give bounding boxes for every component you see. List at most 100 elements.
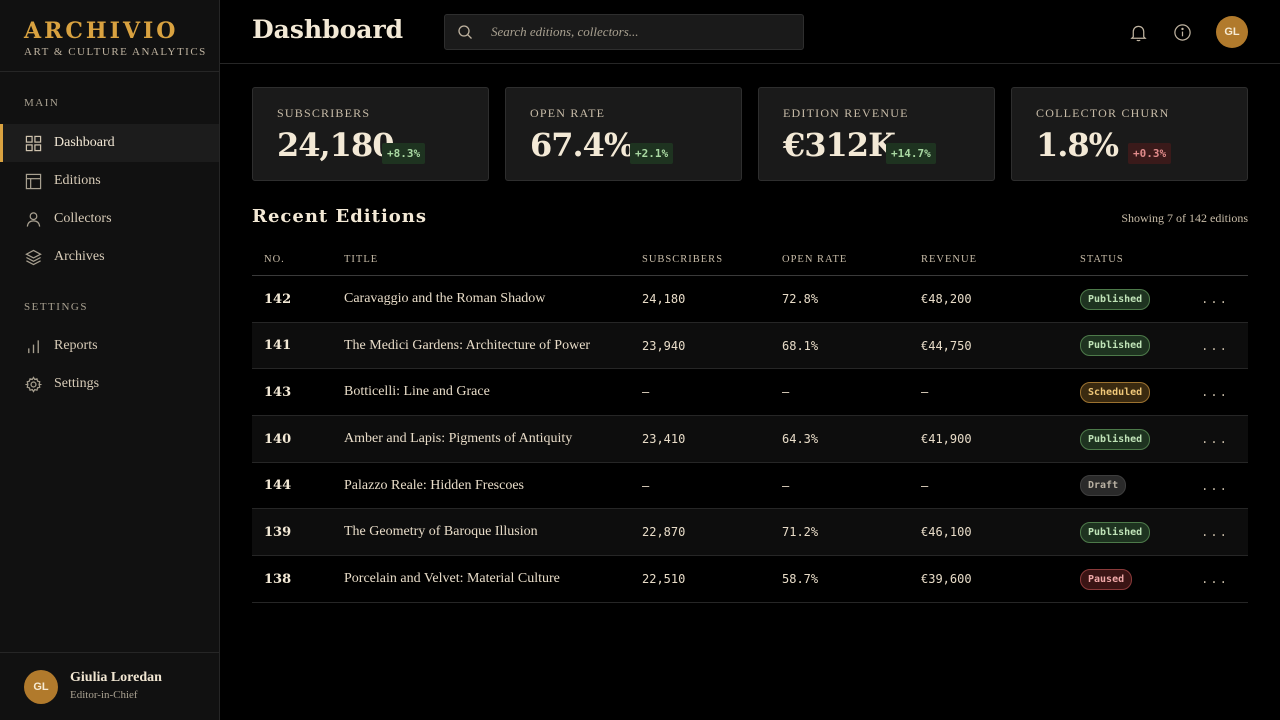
search-bar[interactable] xyxy=(444,14,804,50)
status-badge: Draft xyxy=(1080,475,1127,497)
status-cell: Published xyxy=(1080,323,1151,369)
avatar[interactable]: GL xyxy=(24,670,58,704)
search-input[interactable] xyxy=(491,15,791,49)
edition-title[interactable]: Porcelain and Velvet: Material Culture xyxy=(344,571,560,587)
sidebar-item-collectors[interactable]: Collectors xyxy=(0,200,219,238)
column-header-subscribers[interactable]: SUBSCRIBERS xyxy=(642,254,724,265)
table-row[interactable]: 140 Amber and Lapis: Pigments of Antiqui… xyxy=(252,416,1248,463)
status-cell: Draft xyxy=(1080,463,1127,509)
status-cell: Scheduled xyxy=(1080,369,1151,415)
layers-icon xyxy=(24,248,42,266)
more-options-icon[interactable]: ... xyxy=(1201,338,1229,353)
status-badge: Paused xyxy=(1080,568,1133,590)
table-row[interactable]: 144 Palazzo Reale: Hidden Frescoes — — —… xyxy=(252,463,1248,510)
column-header-open-rate[interactable]: OPEN RATE xyxy=(782,254,848,265)
kpi-card-open-rate: OPEN RATE 67.4% +2.1% xyxy=(505,87,742,181)
status-badge: Scheduled xyxy=(1080,381,1151,403)
more-options-icon[interactable]: ... xyxy=(1201,525,1229,540)
table-row[interactable]: 141 The Medici Gardens: Architecture of … xyxy=(252,322,1248,370)
edition-open-rate: 64.3% xyxy=(782,432,819,447)
edition-subscribers: 23,410 xyxy=(642,432,686,447)
status-badge: Published xyxy=(1080,428,1151,450)
table-row[interactable]: 143 Botticelli: Line and Grace — — — Sch… xyxy=(252,369,1248,417)
user-icon xyxy=(24,210,42,228)
user-name: Giulia Loredan xyxy=(70,670,162,685)
edition-subscribers: 24,180 xyxy=(642,292,686,306)
kpi-label: COLLECTOR CHURN xyxy=(1036,106,1170,120)
edition-title[interactable]: The Medici Gardens: Architecture of Powe… xyxy=(344,337,591,353)
status-badge: Published xyxy=(1080,335,1151,357)
edition-title[interactable]: Amber and Lapis: Pigments of Antiquity xyxy=(344,431,573,447)
sidebar-item-label: Editions xyxy=(54,173,101,188)
gear-icon xyxy=(24,375,42,393)
edition-subscribers: 22,510 xyxy=(642,572,686,587)
sidebar: ARCHIVIO ART & CULTURE ANALYTICS MAIN Da… xyxy=(0,0,220,720)
column-header-revenue[interactable]: REVENUE xyxy=(921,254,977,265)
results-count: Showing 7 of 142 editions xyxy=(1121,211,1248,225)
edition-number: 143 xyxy=(264,384,292,400)
edition-title[interactable]: The Geometry of Baroque Illusion xyxy=(344,524,538,540)
kpi-value: €312K xyxy=(783,126,896,164)
edition-revenue: — xyxy=(921,478,929,493)
brand[interactable]: ARCHIVIO ART & CULTURE ANALYTICS xyxy=(24,18,207,58)
kpi-delta: +8.3% xyxy=(382,143,426,164)
column-header-no[interactable]: NO. xyxy=(264,254,285,265)
status-badge: Published xyxy=(1080,521,1151,543)
sidebar-item-label: Reports xyxy=(54,338,98,353)
divider xyxy=(0,652,220,653)
sidebar-item-dashboard[interactable]: Dashboard xyxy=(0,124,219,162)
table-row[interactable]: 142 Caravaggio and the Roman Shadow 24,1… xyxy=(252,276,1248,323)
sidebar-item-label: Settings xyxy=(54,376,100,391)
grid-icon xyxy=(24,134,42,152)
edition-number: 139 xyxy=(264,524,292,540)
edition-revenue: €46,100 xyxy=(921,525,972,540)
more-options-icon[interactable]: ... xyxy=(1201,292,1229,306)
status-cell: Published xyxy=(1080,416,1151,462)
status-badge: Published xyxy=(1080,288,1151,310)
editions-table: NO. TITLE SUBSCRIBERS OPEN RATE REVENUE … xyxy=(252,248,1248,603)
kpi-value: 24,180 xyxy=(277,126,394,164)
column-header-status[interactable]: STATUS xyxy=(1080,254,1124,265)
edition-open-rate: 68.1% xyxy=(782,338,819,353)
header: Dashboard GL xyxy=(220,0,1280,64)
status-cell: Published xyxy=(1080,509,1151,555)
table-row[interactable]: 138 Porcelain and Velvet: Material Cultu… xyxy=(252,556,1248,603)
edition-number: 138 xyxy=(264,571,292,587)
page-title: Dashboard xyxy=(252,15,404,44)
edition-revenue: €44,750 xyxy=(921,338,972,353)
edition-open-rate: 58.7% xyxy=(782,572,819,587)
table-header: NO. TITLE SUBSCRIBERS OPEN RATE REVENUE … xyxy=(252,248,1248,276)
column-header-title[interactable]: TITLE xyxy=(344,254,379,265)
kpi-label: OPEN RATE xyxy=(530,106,606,120)
status-cell: Published xyxy=(1080,276,1151,322)
layout-icon xyxy=(24,172,42,190)
kpi-card-subscribers: SUBSCRIBERS 24,180 +8.3% xyxy=(252,87,489,181)
sidebar-item-label: Archives xyxy=(54,249,105,264)
sidebar-item-editions[interactable]: Editions xyxy=(0,162,219,200)
sidebar-item-settings[interactable]: Settings xyxy=(0,365,219,403)
bell-icon[interactable] xyxy=(1127,21,1149,43)
more-options-icon[interactable]: ... xyxy=(1201,432,1229,447)
edition-open-rate: — xyxy=(782,385,790,400)
table-row[interactable]: 139 The Geometry of Baroque Illusion 22,… xyxy=(252,509,1248,557)
edition-revenue: €48,200 xyxy=(921,292,972,306)
more-options-icon[interactable]: ... xyxy=(1201,385,1229,400)
sidebar-item-archives[interactable]: Archives xyxy=(0,238,219,276)
sidebar-item-label: Collectors xyxy=(54,211,112,226)
edition-title[interactable]: Palazzo Reale: Hidden Frescoes xyxy=(344,477,524,493)
edition-title[interactable]: Caravaggio and the Roman Shadow xyxy=(344,291,546,306)
info-icon[interactable] xyxy=(1171,21,1193,43)
sidebar-item-reports[interactable]: Reports xyxy=(0,327,219,365)
avatar[interactable]: GL xyxy=(1216,16,1248,48)
more-options-icon[interactable]: ... xyxy=(1201,478,1229,493)
edition-title[interactable]: Botticelli: Line and Grace xyxy=(344,384,490,400)
kpi-value: 1.8% xyxy=(1036,126,1119,164)
kpi-label: SUBSCRIBERS xyxy=(277,106,371,120)
more-options-icon[interactable]: ... xyxy=(1201,572,1229,587)
edition-open-rate: 71.2% xyxy=(782,525,819,540)
kpi-delta: +14.7% xyxy=(886,143,936,164)
kpi-value: 67.4% xyxy=(530,126,634,164)
edition-subscribers: 23,940 xyxy=(642,338,686,353)
brand-subtitle: ART & CULTURE ANALYTICS xyxy=(24,46,207,58)
brand-name: ARCHIVIO xyxy=(24,18,179,44)
